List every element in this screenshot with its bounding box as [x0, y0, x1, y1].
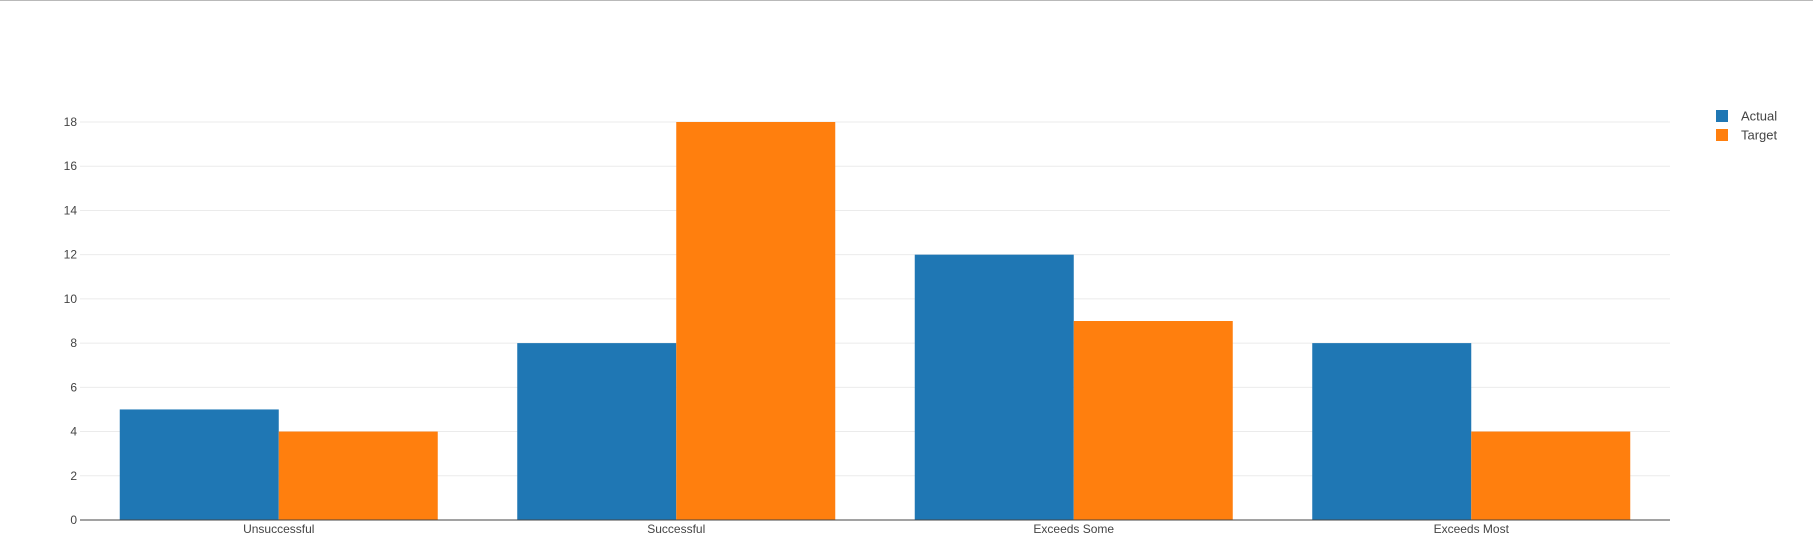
y-tick-label: 0: [70, 513, 77, 527]
x-tick-label: Successful: [647, 522, 705, 536]
legend-swatch: [1716, 129, 1728, 141]
legend-label: Target: [1741, 128, 1778, 143]
y-tick-label: 14: [64, 203, 78, 217]
y-tick-label: 6: [70, 380, 77, 394]
legend[interactable]: Actual Target: [1716, 109, 1778, 143]
x-tick-label: Exceeds Some: [1033, 522, 1114, 536]
x-tick-label: Exceeds Most: [1434, 522, 1510, 536]
top-border-rule: [0, 0, 1813, 1]
y-tick-label: 4: [70, 425, 77, 439]
legend-label: Actual: [1741, 109, 1777, 124]
x-tick-label: Unsuccessful: [243, 522, 314, 536]
y-tick-label: 18: [64, 115, 78, 129]
bar-target-1[interactable]: [676, 122, 836, 520]
bar-actual-2[interactable]: [914, 254, 1074, 520]
y-tick-label: 10: [64, 292, 78, 306]
bars: [119, 122, 1631, 520]
y-tick-label: 12: [64, 248, 78, 262]
bar-actual-0[interactable]: [119, 409, 279, 520]
bar-target-2[interactable]: [1073, 321, 1233, 520]
bar-target-0[interactable]: [278, 431, 438, 520]
legend-swatch: [1716, 110, 1728, 122]
legend-item-target[interactable]: Target: [1716, 128, 1778, 143]
y-tick-label: 16: [64, 159, 78, 173]
y-tick-label: 8: [70, 336, 77, 350]
bar-actual-3[interactable]: [1312, 343, 1472, 520]
bar-target-3[interactable]: [1471, 431, 1631, 520]
axes: 0 2 4 6 8 10 12 14 16 18 Unsuccessful Successful Exc…: [64, 115, 1670, 536]
bar-actual-1[interactable]: [517, 343, 677, 520]
y-tick-label: 2: [70, 469, 77, 483]
legend-item-actual[interactable]: Actual: [1716, 109, 1777, 124]
